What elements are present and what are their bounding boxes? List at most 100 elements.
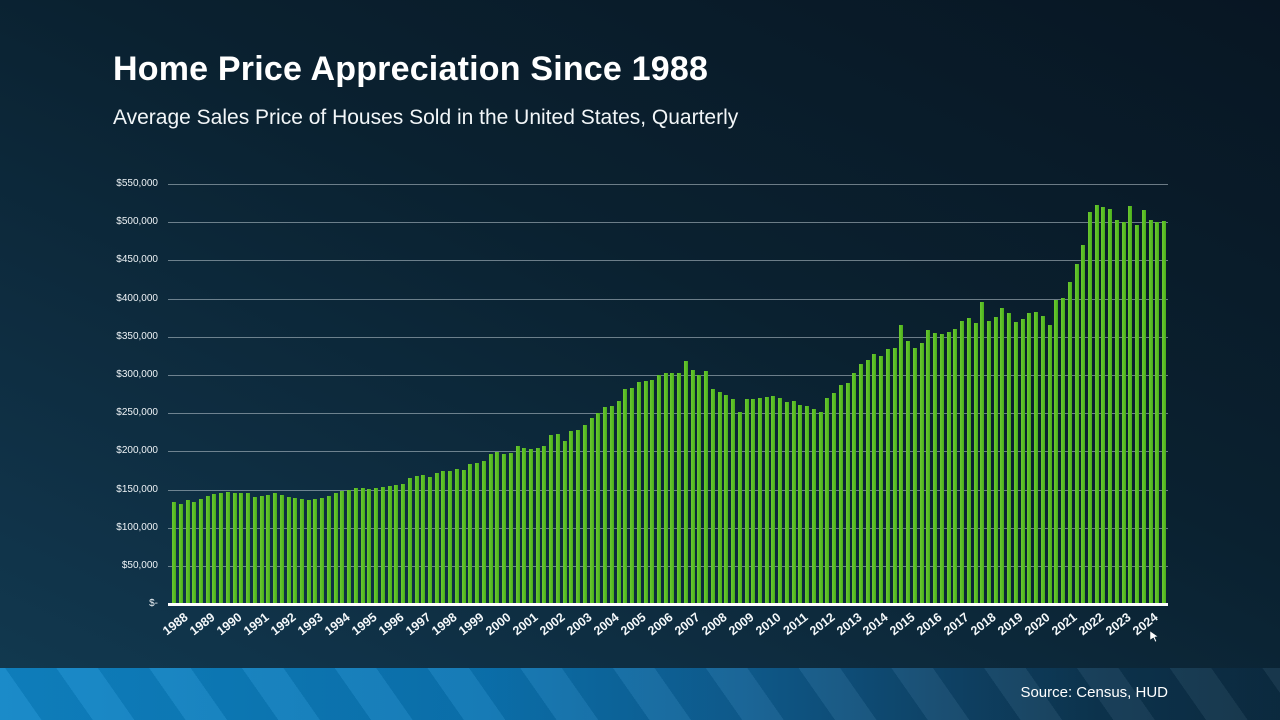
bar [879, 355, 884, 604]
bar [394, 484, 399, 604]
bar [542, 445, 547, 604]
bar [899, 324, 904, 604]
bar [825, 397, 830, 604]
bar [603, 407, 607, 604]
bar [933, 332, 938, 604]
bar [279, 494, 284, 604]
bar [414, 476, 419, 604]
y-axis-label: $50,000 [121, 559, 158, 571]
bar [549, 434, 554, 604]
x-axis-label: 2001 [510, 610, 541, 639]
bar [562, 441, 567, 604]
bar [441, 471, 446, 604]
x-axis-label: 2000 [483, 610, 514, 639]
x-axis-label: 1991 [240, 610, 272, 639]
page-subtitle: Average Sales Price of Houses Sold in th… [113, 106, 739, 129]
bar [178, 504, 183, 604]
bar [1155, 222, 1160, 604]
bar [266, 494, 271, 604]
x-axis-label: 2003 [564, 610, 595, 639]
bar [225, 492, 230, 604]
bar [488, 453, 493, 604]
bar [818, 411, 823, 604]
bar [670, 372, 675, 604]
bar [865, 359, 870, 604]
bar [502, 454, 506, 604]
y-axis-label: $150,000 [116, 483, 158, 495]
bar [1013, 321, 1018, 604]
bar [347, 489, 352, 604]
bar [1000, 307, 1005, 604]
x-axis-label: 1998 [429, 610, 461, 639]
x-axis-label: 2018 [968, 610, 999, 639]
bar [784, 402, 789, 604]
bar [172, 502, 176, 604]
bar [219, 492, 224, 604]
bar [1108, 209, 1113, 604]
bar [239, 493, 244, 604]
bar [475, 463, 480, 604]
bar [630, 387, 634, 604]
x-axis-label: 2008 [698, 610, 730, 639]
bar [293, 498, 298, 604]
bar [232, 493, 237, 604]
x-axis-label: 1993 [294, 610, 326, 639]
bar [852, 372, 857, 604]
y-axis-label: $250,000 [116, 407, 158, 419]
bar [333, 492, 338, 604]
bar [461, 470, 466, 604]
bar [986, 320, 991, 604]
y-axis-label: $200,000 [116, 445, 158, 457]
bar [1101, 206, 1106, 604]
bar [1040, 316, 1045, 604]
source-label: Source: Census, HUD [1020, 684, 1168, 701]
bar [724, 394, 729, 604]
bar [320, 497, 325, 604]
x-axis-label: 1994 [321, 610, 353, 639]
x-axis-label: 2012 [806, 610, 838, 639]
bar [313, 498, 318, 604]
bar [764, 397, 769, 604]
bar [300, 499, 304, 604]
bar [717, 391, 722, 604]
bar [731, 399, 735, 604]
y-axis-label: $500,000 [116, 216, 158, 228]
bar [926, 329, 931, 604]
bar [252, 496, 257, 604]
bar [576, 429, 581, 604]
x-axis-label: 2009 [725, 610, 757, 639]
bar [529, 449, 533, 604]
bar [946, 332, 951, 604]
bar [757, 397, 762, 604]
bar [609, 405, 614, 604]
bar [953, 329, 958, 604]
bar [508, 453, 513, 604]
bar [427, 476, 432, 604]
bar [367, 488, 372, 604]
bar [677, 372, 682, 604]
bar [778, 397, 783, 604]
x-axis-label: 2007 [671, 610, 703, 639]
bar [1027, 313, 1032, 604]
bar [589, 418, 594, 604]
bar [656, 374, 661, 604]
x-axis-baseline [168, 603, 1168, 606]
bar [434, 473, 439, 604]
bar [1081, 245, 1086, 604]
bar [259, 495, 264, 604]
bar [454, 468, 459, 604]
bar [1061, 297, 1065, 604]
bar [811, 409, 816, 604]
bar [838, 384, 843, 604]
x-axis-label: 1989 [186, 610, 218, 639]
bar [710, 388, 715, 604]
bar [1047, 324, 1052, 604]
bar [636, 382, 641, 604]
bar [980, 301, 985, 604]
x-axis-label: 2011 [780, 610, 811, 638]
y-axis-label: $- [149, 598, 158, 609]
bar [407, 478, 412, 604]
bar [1088, 211, 1092, 604]
y-axis-label: $400,000 [116, 292, 158, 304]
bar [1034, 311, 1039, 604]
